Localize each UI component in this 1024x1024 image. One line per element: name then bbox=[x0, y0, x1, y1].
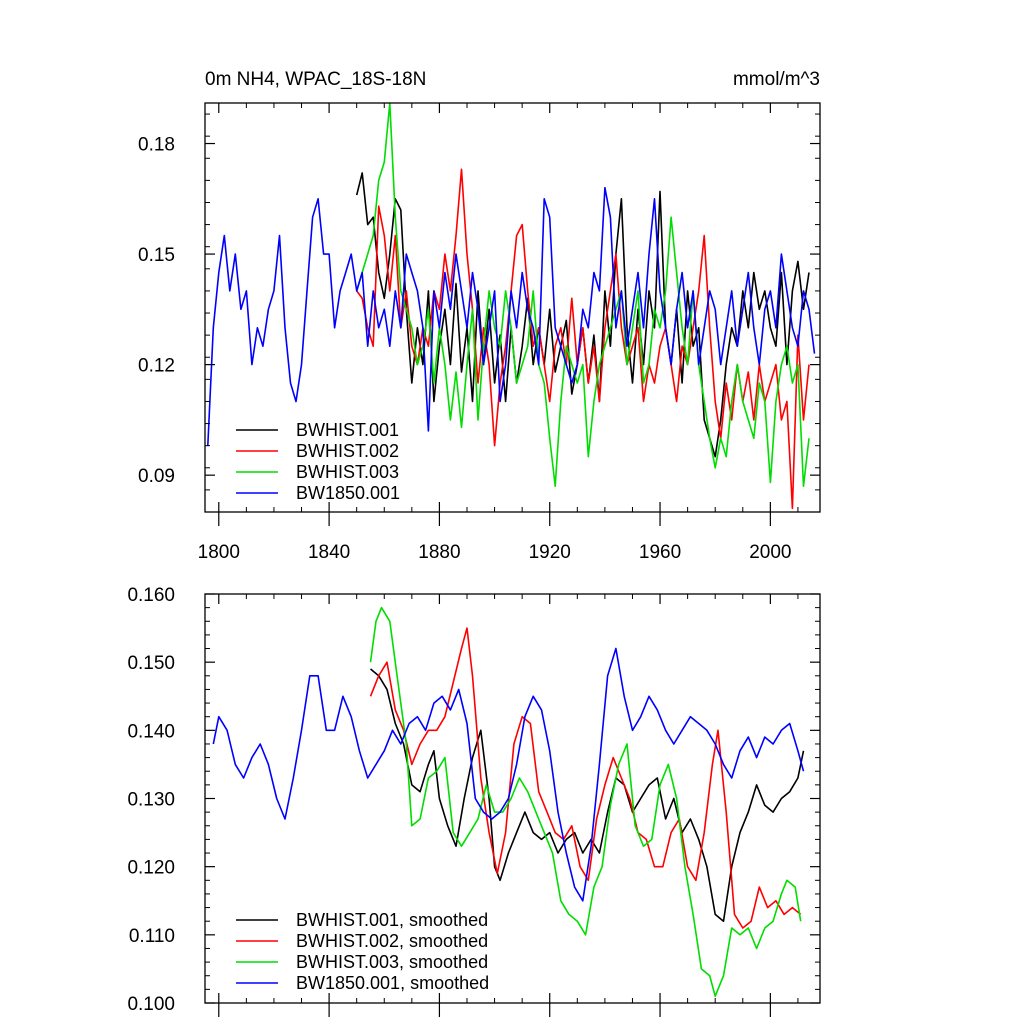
series-layer bbox=[207, 102, 816, 510]
legend-label: BWHIST.003, smoothed bbox=[296, 952, 488, 972]
axis-ticks: 0.100 0.110 0.120 0.130 0.140 0.150 0.160 bbox=[127, 585, 820, 1017]
legend-label: BWHIST.002 bbox=[296, 441, 399, 461]
series-line-4 bbox=[207, 186, 816, 446]
series-line-1 bbox=[369, 668, 805, 922]
y-tick-label: 0.15 bbox=[138, 245, 175, 266]
legend-label: BWHIST.002, smoothed bbox=[296, 931, 488, 951]
y-tick-label: 0.150 bbox=[127, 653, 175, 674]
series-line-2 bbox=[369, 627, 802, 929]
chart-title: 0m NH4, WPAC_18S-18N bbox=[205, 69, 426, 90]
y-tick-label: 0.120 bbox=[127, 858, 175, 879]
legend-label: BW1850.001, smoothed bbox=[296, 973, 489, 993]
y-tick-label: 0.130 bbox=[127, 790, 175, 811]
top-chart: 0m NH4, WPAC_18S-18N mmol/m^3 1800 1840 18… bbox=[138, 69, 821, 563]
x-tick-label: 1920 bbox=[529, 542, 571, 563]
y-tick-label: 0.160 bbox=[127, 585, 175, 606]
x-tick-label: 1800 bbox=[198, 542, 240, 563]
y-tick-label: 0.18 bbox=[138, 135, 175, 156]
series-line-3 bbox=[355, 102, 810, 487]
y-tick-label: 0.09 bbox=[138, 466, 175, 487]
series-line-3 bbox=[369, 606, 802, 997]
plot-frame bbox=[204, 102, 821, 513]
axis-ticks: 1800 1840 1880 1920 1960 2000 0.09 0.12 0.15 0.18 bbox=[138, 103, 820, 563]
legend-label: BWHIST.001 bbox=[296, 420, 399, 440]
y-tick-label: 0.100 bbox=[127, 994, 175, 1015]
chart-units: mmol/m^3 bbox=[733, 69, 820, 90]
series-layer bbox=[212, 606, 805, 997]
legend-label: BWHIST.001, smoothed bbox=[296, 910, 488, 930]
y-tick-label: 0.12 bbox=[138, 356, 175, 377]
bottom-chart: 0.100 0.110 0.120 0.130 0.140 0.150 0.160 BWHI… bbox=[127, 585, 821, 1017]
series-line-4 bbox=[212, 647, 805, 902]
x-tick-label: 1840 bbox=[308, 542, 350, 563]
y-tick-label: 0.140 bbox=[127, 721, 175, 742]
x-tick-label: 1880 bbox=[418, 542, 460, 563]
legend-label: BWHIST.003 bbox=[296, 462, 399, 482]
x-tick-label: 2000 bbox=[749, 542, 791, 563]
y-tick-label: 0.110 bbox=[129, 926, 175, 947]
x-tick-label: 1960 bbox=[639, 542, 681, 563]
series-line-2 bbox=[356, 168, 810, 510]
legend-label: BW1850.001 bbox=[296, 483, 400, 503]
